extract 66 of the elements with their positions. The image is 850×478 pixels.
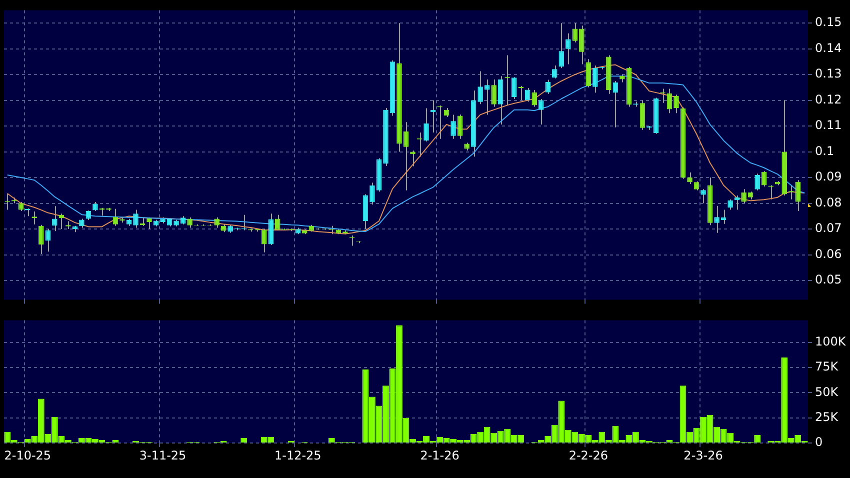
x-tick-label: 2-3-26: [684, 448, 723, 462]
y-tick-label: 0.09: [815, 170, 842, 184]
candlestick: [795, 180, 800, 212]
candlestick: [714, 205, 720, 234]
candlestick: [511, 76, 517, 100]
x-tick-label: 2-1-26: [420, 448, 460, 462]
y-tick-label: 0.06: [815, 246, 842, 261]
x-tick-label: 2-10-25: [4, 448, 52, 462]
candlestick: [538, 98, 544, 125]
candlestick: [498, 76, 504, 125]
y-tick-label: 0.14: [815, 40, 842, 55]
candlestick: [112, 208, 118, 226]
candlestick: [187, 216, 192, 228]
candlestick: [38, 224, 44, 254]
candlestick: [79, 218, 84, 228]
candlestick: [586, 58, 592, 88]
candlestick: [728, 198, 733, 210]
candlestick: [545, 79, 551, 94]
y-tick-label: 25K: [815, 410, 840, 424]
y-tick-label: 0.05: [815, 272, 842, 287]
candlestick: [552, 65, 558, 79]
candlestick: [558, 22, 564, 69]
candlestick: [457, 114, 463, 140]
candlestick: [700, 188, 706, 204]
candlestick: [478, 70, 483, 105]
y-tick-label: 0.07: [815, 221, 842, 236]
candlestick: [640, 100, 646, 130]
x-tick-label: 3-11-25: [139, 448, 186, 462]
candlestick: [612, 80, 618, 128]
candlestick: [741, 188, 746, 204]
x-tick-label: 2-2-26: [568, 448, 608, 462]
candlestick: [666, 88, 672, 114]
candlestick: [362, 194, 368, 230]
y-tick-label: 100K: [815, 334, 847, 348]
y-tick-label: 0.15: [815, 15, 842, 30]
candlestick: [403, 122, 409, 191]
y-tick-label: 75K: [815, 360, 840, 374]
candlestick: [274, 214, 280, 231]
candlestick: [579, 25, 584, 65]
y-tick-label: 50K: [815, 384, 840, 399]
candlestick: [424, 108, 429, 142]
candlestick: [532, 90, 538, 108]
candlestick: [133, 209, 138, 228]
candlestick: [592, 65, 598, 94]
y-tick-label: 0.13: [815, 66, 842, 81]
candlestick: [491, 78, 496, 108]
y-tick-label: 0: [815, 435, 823, 450]
candlestick: [524, 87, 530, 102]
y-tick-label: 0.08: [815, 195, 842, 210]
y-tick-label: 0.11: [815, 118, 842, 132]
candlestick: [214, 216, 220, 228]
candlestick: [370, 182, 375, 206]
y-tick-label: 0.12: [815, 92, 842, 106]
candlestick: [572, 22, 578, 43]
candlestick: [674, 94, 679, 114]
candlestick: [261, 228, 267, 253]
candlestick: [694, 180, 700, 191]
x-tick-label: 1-12-25: [274, 448, 322, 462]
candlestick: [754, 173, 760, 191]
candlestick: [92, 201, 98, 212]
y-tick-label: 0.1: [815, 144, 834, 158]
candlestick: [268, 213, 274, 246]
candlestick: [52, 206, 58, 232]
candlestick: [687, 172, 692, 184]
candlestick: [450, 114, 456, 140]
candlestick: [566, 32, 571, 65]
